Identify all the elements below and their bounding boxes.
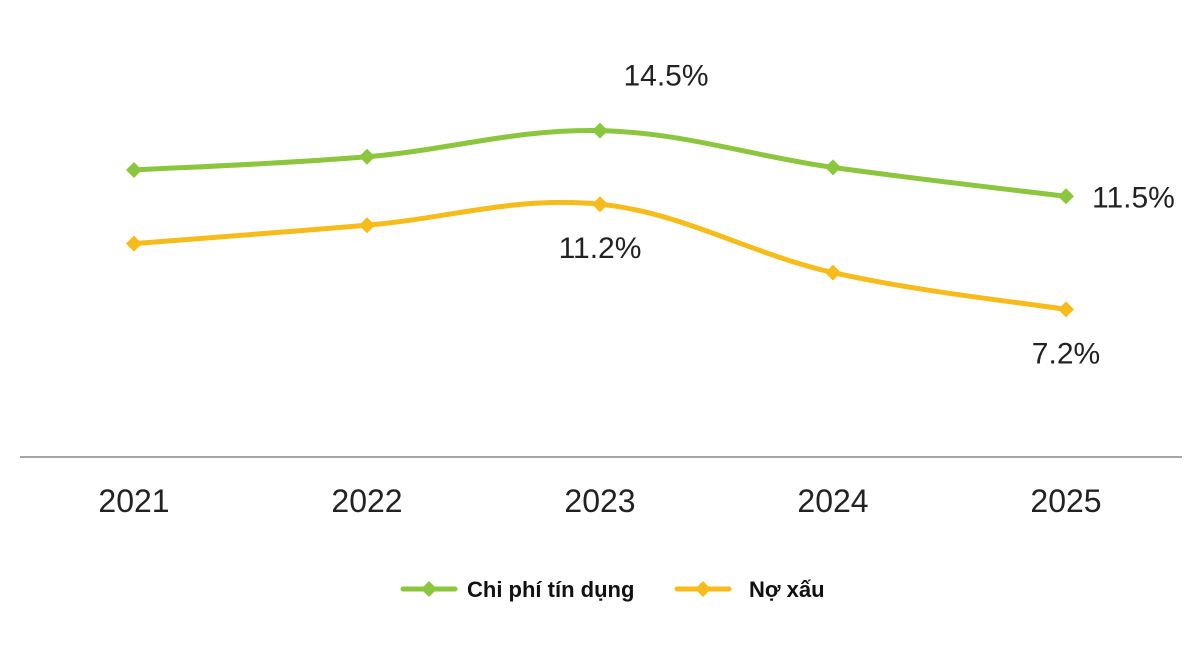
legend-swatch-marker <box>695 581 711 597</box>
x-tick-labels: 2021 2022 2023 2024 2025 <box>98 483 1101 519</box>
legend: Chi phí tín dụng Nợ xấu <box>400 577 825 602</box>
legend-item: Chi phí tín dụng <box>400 577 634 602</box>
data-point-marker <box>126 235 142 252</box>
data-label-layer: 14.5% 11.5% 11.2% 7.2% <box>559 60 1175 371</box>
legend-swatch-marker <box>421 581 437 597</box>
series-1 <box>126 122 1074 205</box>
x-tick-label: 2025 <box>1030 483 1101 519</box>
data-label: 11.5% <box>1092 181 1175 214</box>
plot-area: 14.5% 11.5% 11.2% 7.2% <box>126 60 1175 371</box>
x-tick-label: 2022 <box>331 483 402 519</box>
series-2 <box>126 196 1074 318</box>
data-label: 14.5% <box>623 60 708 93</box>
data-point-marker <box>825 264 841 281</box>
data-point-marker <box>592 196 608 213</box>
data-label: 7.2% <box>1032 337 1100 370</box>
data-point-marker <box>126 162 142 178</box>
data-point-marker <box>592 122 608 139</box>
data-point-marker <box>825 159 841 176</box>
x-tick-label: 2023 <box>564 483 635 519</box>
data-point-marker <box>359 148 375 165</box>
data-point-marker <box>1058 188 1074 205</box>
data-label: 11.2% <box>559 232 642 265</box>
data-point-marker <box>1058 301 1074 318</box>
series-line <box>131 128 1069 199</box>
data-point-marker <box>359 217 375 234</box>
legend-label: Chi phí tín dụng <box>467 577 634 602</box>
x-tick-label: 2021 <box>98 483 169 519</box>
legend-label: Nợ xấu <box>749 577 825 602</box>
series-layer <box>126 122 1074 318</box>
legend-item: Nợ xấu <box>674 577 825 602</box>
x-tick-label: 2024 <box>797 483 868 519</box>
